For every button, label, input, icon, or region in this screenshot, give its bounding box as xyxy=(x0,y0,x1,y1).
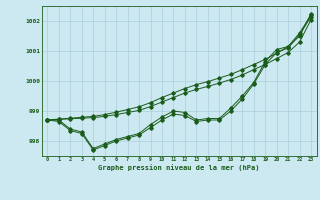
X-axis label: Graphe pression niveau de la mer (hPa): Graphe pression niveau de la mer (hPa) xyxy=(99,164,260,171)
